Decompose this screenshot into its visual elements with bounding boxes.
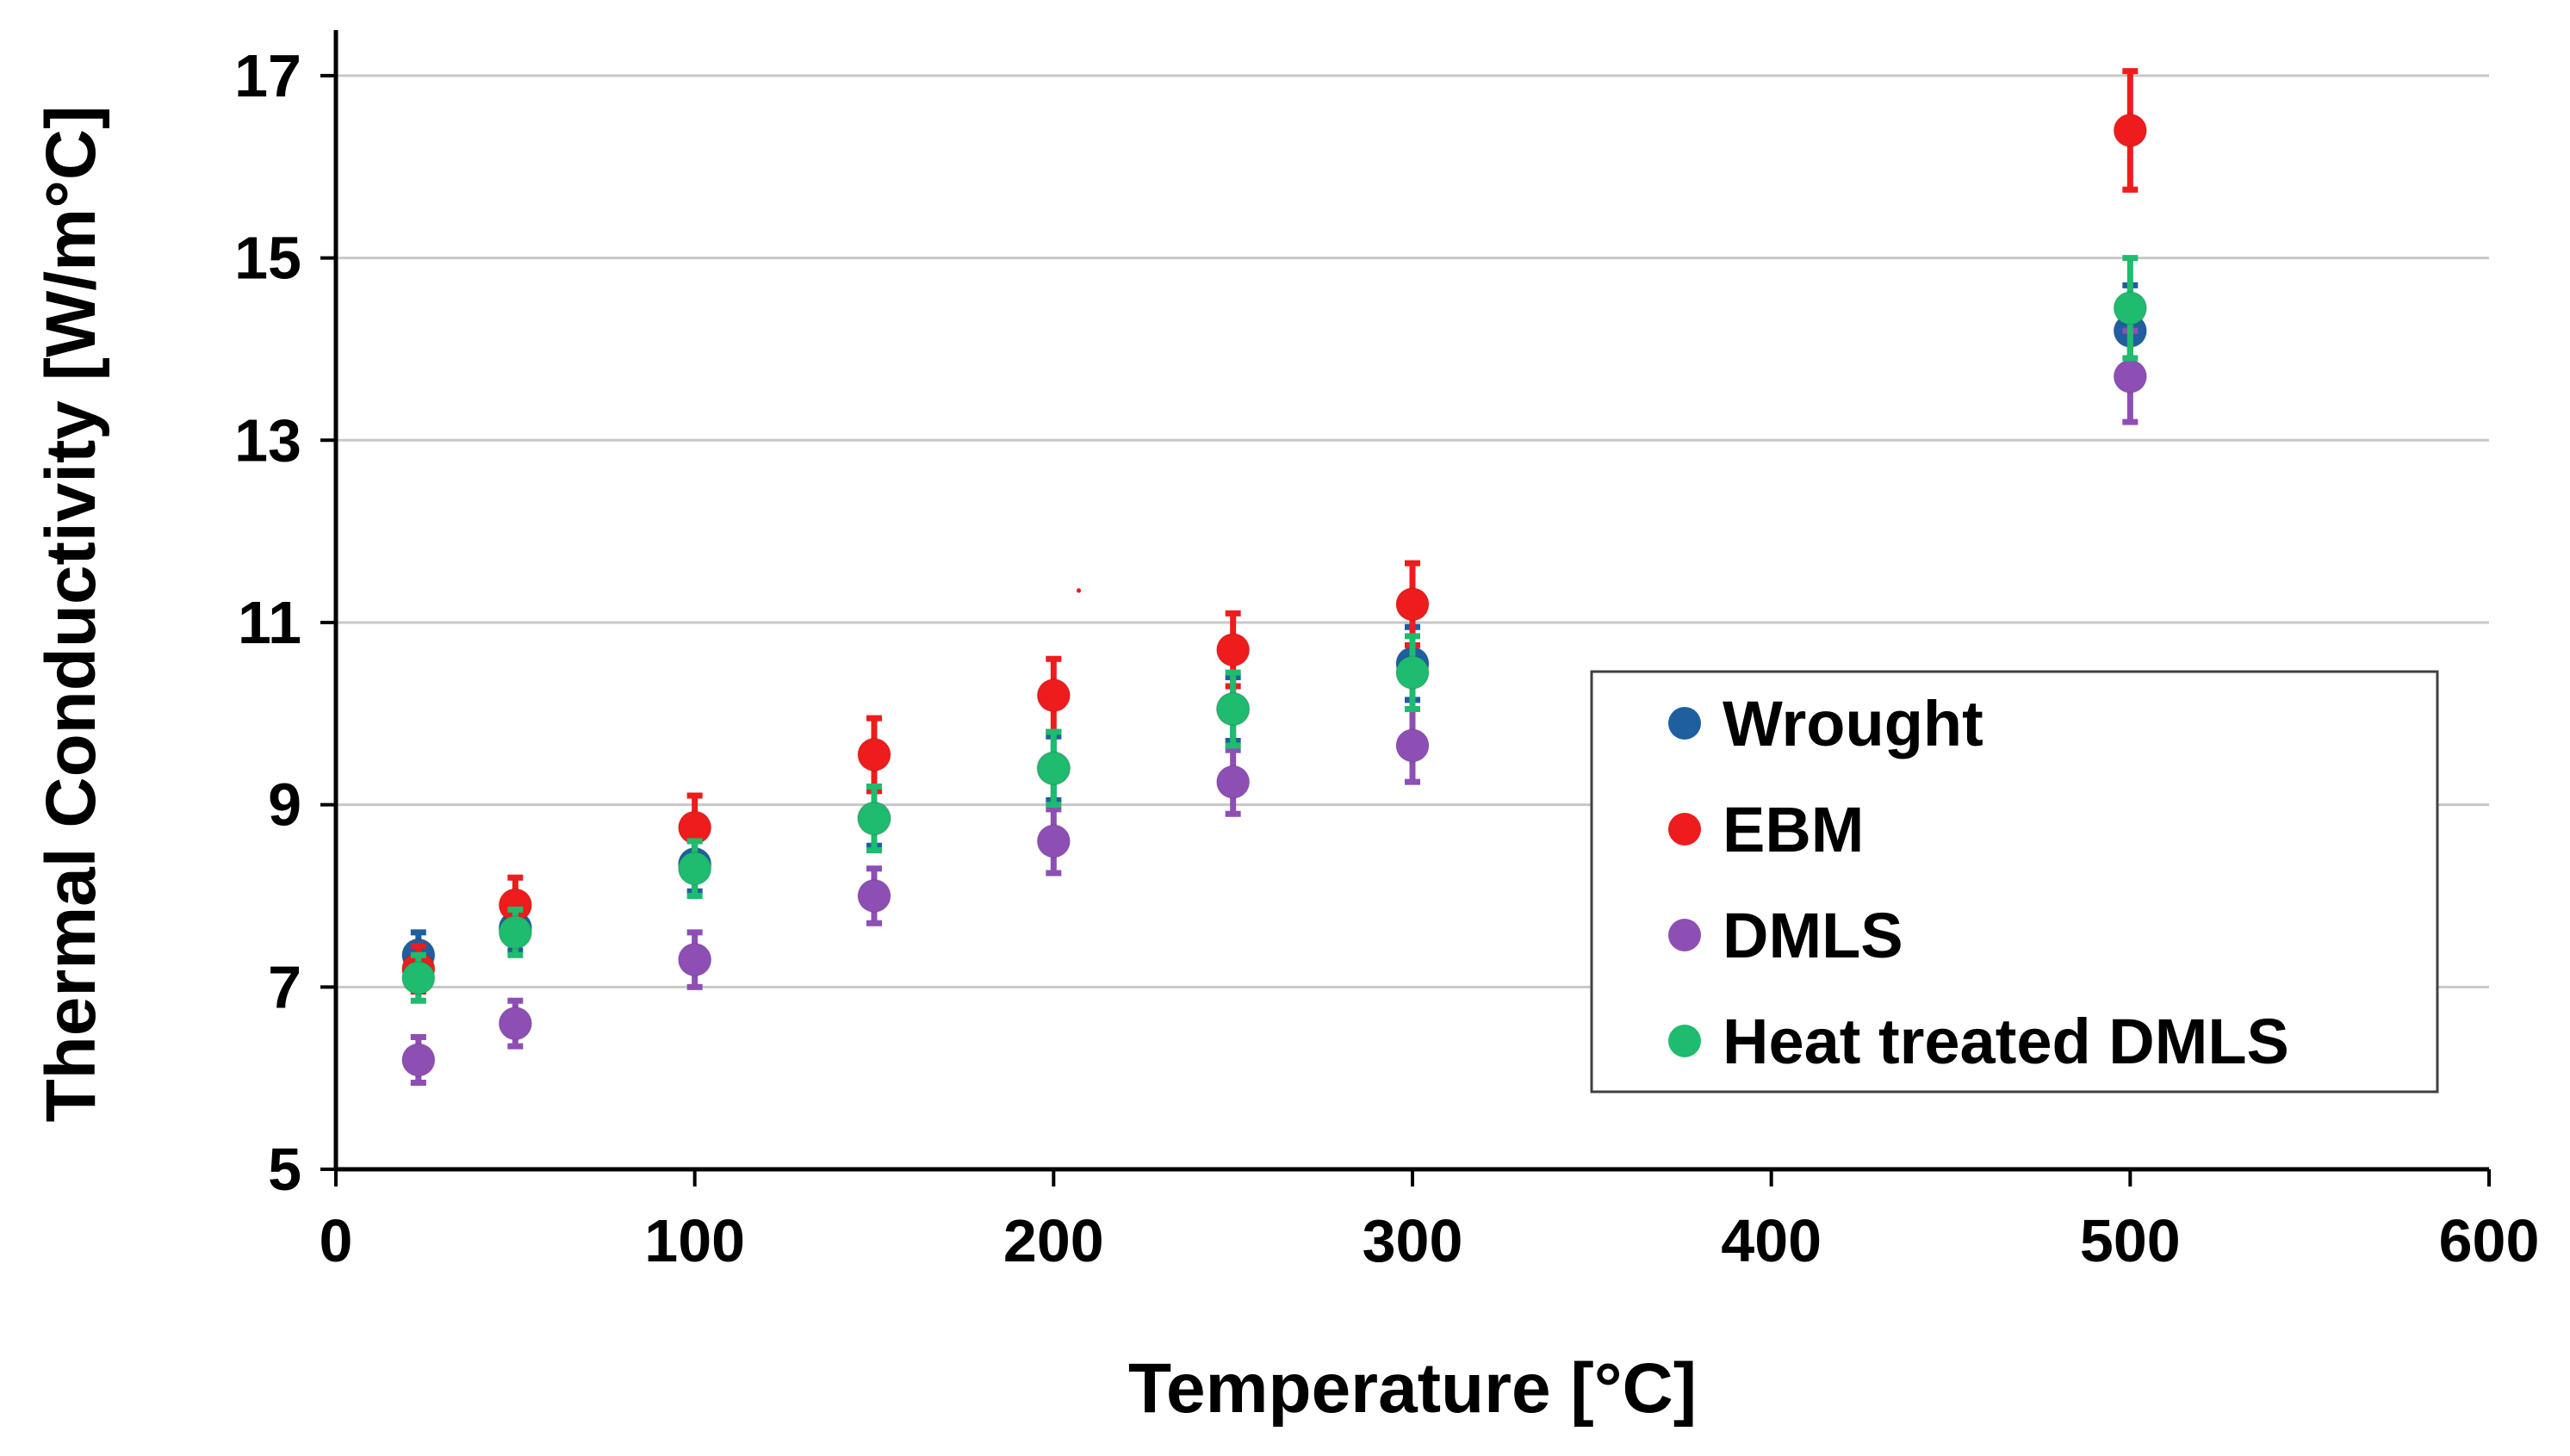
x-tick-label-600: 600: [2439, 1207, 2540, 1274]
data-point-heat-treated-dmls-1: [498, 914, 533, 950]
data-point-ebm-3: [857, 737, 891, 772]
y-tick-label-11: 11: [238, 589, 301, 656]
y-tick-label-15: 15: [234, 225, 301, 292]
data-point-heat-treated-dmls-2: [677, 851, 712, 886]
y-tick-label-17: 17: [234, 42, 301, 109]
x-tick-label-500: 500: [2080, 1207, 2181, 1274]
x-tick-label-400: 400: [1721, 1207, 1822, 1274]
legend-marker-wrought: [1668, 707, 1701, 740]
data-point-ebm-6: [1395, 586, 1430, 622]
legend-marker-ebm: [1668, 813, 1701, 846]
data-point-heat-treated-dmls-3: [857, 801, 891, 836]
data-point-ebm-4: [1036, 678, 1071, 713]
data-point-heat-treated-dmls-6: [1395, 655, 1430, 691]
legend-marker-dmls: [1668, 919, 1701, 951]
data-point-heat-treated-dmls-0: [400, 960, 436, 995]
legend-label-wrought: Wrought: [1723, 688, 1983, 759]
legend-label-dmls: DMLS: [1723, 900, 1903, 971]
y-tick-label-9: 9: [268, 771, 301, 839]
data-point-dmls-1: [498, 1006, 533, 1041]
x-tick-label-300: 300: [1363, 1207, 1463, 1274]
y-axis-title: Thermal Conductivity [W/m°C]: [32, 106, 110, 1123]
data-point-dmls-7: [2113, 359, 2148, 394]
data-point-dmls-6: [1395, 728, 1430, 763]
legend-label-ebm: EBM: [1723, 794, 1864, 865]
x-tick-label-200: 200: [1003, 1207, 1104, 1274]
data-point-dmls-2: [677, 942, 712, 977]
data-point-ebm-5: [1215, 632, 1251, 667]
annotations: •: [1076, 582, 1081, 599]
x-tick-label-100: 100: [644, 1207, 745, 1274]
data-point-heat-treated-dmls-4: [1036, 751, 1071, 786]
x-axis-title: Temperature [°C]: [1128, 1349, 1697, 1428]
series-heat-treated-dmls: [400, 255, 2148, 1004]
data-point-dmls-0: [400, 1042, 436, 1077]
legend-marker-heat-treated-dmls: [1668, 1025, 1701, 1057]
annotation-mark-0: •: [1076, 582, 1081, 599]
x-tick-label-0: 0: [320, 1207, 353, 1274]
data-point-heat-treated-dmls-7: [2113, 290, 2148, 325]
data-point-dmls-3: [857, 878, 891, 914]
legend: Wrought EBM DMLS Heat treated DMLS: [1590, 670, 2439, 1094]
data-point-dmls-4: [1036, 823, 1071, 858]
x-axis-ticks: 0 100 200 300 400 500 600: [320, 1169, 2540, 1274]
y-tick-label-5: 5: [268, 1136, 301, 1203]
legend-box: [1590, 670, 2439, 1094]
data-point-dmls-5: [1215, 765, 1251, 800]
y-tick-label-7: 7: [268, 953, 301, 1020]
y-tick-label-13: 13: [234, 406, 301, 474]
y-axis-ticks: 5 7 9 11 13 15 17: [234, 42, 336, 1203]
data-point-heat-treated-dmls-5: [1215, 691, 1251, 727]
data-point-ebm-7: [2113, 113, 2148, 148]
legend-label-heat-treated-dmls: Heat treated DMLS: [1723, 1006, 2289, 1077]
data-series: [400, 68, 2148, 1086]
